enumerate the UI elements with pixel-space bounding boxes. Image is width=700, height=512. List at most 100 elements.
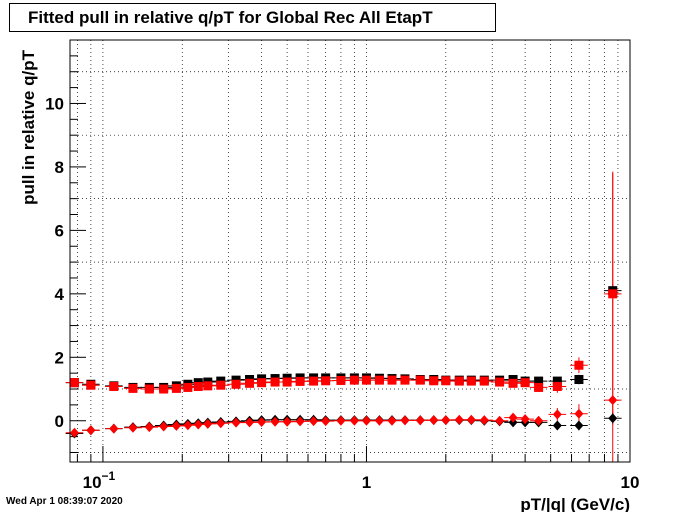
- y-tick-label: 0: [55, 412, 64, 431]
- data-point-diamond: [69, 427, 79, 438]
- data-point-square: [574, 375, 584, 385]
- data-point-square: [183, 382, 193, 392]
- data-point-square: [321, 376, 331, 386]
- data-point-square: [216, 380, 226, 390]
- data-point-diamond: [231, 417, 241, 428]
- data-point-diamond: [387, 415, 397, 426]
- data-point-diamond: [159, 421, 169, 432]
- data-point-square: [245, 378, 255, 388]
- data-point-diamond: [321, 416, 331, 427]
- data-point-square: [109, 381, 119, 391]
- y-tick-label: 10: [45, 94, 64, 113]
- data-point-square: [574, 360, 584, 370]
- data-point-diamond: [608, 395, 618, 406]
- data-point-diamond: [216, 418, 226, 429]
- data-point-square: [387, 375, 397, 385]
- data-point-square: [508, 378, 518, 388]
- data-point-diamond: [86, 425, 96, 436]
- data-point-square: [203, 381, 213, 391]
- data-point-square: [479, 376, 489, 386]
- timestamp: Wed Apr 1 08:39:07 2020: [6, 496, 123, 507]
- data-point-diamond: [109, 423, 119, 434]
- data-point-diamond: [374, 415, 384, 426]
- data-point-square: [361, 375, 371, 385]
- data-point-diamond: [495, 415, 505, 426]
- x-tick-label: 10−1: [83, 469, 116, 492]
- data-point-square: [282, 377, 292, 387]
- grid-lines: [70, 40, 630, 462]
- data-point-diamond: [466, 414, 476, 425]
- data-point-diamond: [400, 415, 410, 426]
- data-point-square: [534, 376, 544, 386]
- data-point-diamond: [552, 420, 562, 431]
- data-point-diamond: [520, 414, 530, 425]
- data-point-diamond: [257, 417, 267, 428]
- data-point-square: [534, 382, 544, 392]
- data-point-diamond: [193, 419, 203, 430]
- data-point-diamond: [429, 415, 439, 426]
- data-point-diamond: [183, 420, 193, 431]
- data-point-square: [454, 376, 464, 386]
- data-point-square: [69, 378, 79, 388]
- y-tick-label: 4: [55, 285, 65, 304]
- data-point-diamond: [171, 420, 181, 431]
- data-point-square: [520, 378, 530, 388]
- data-point-diamond: [454, 414, 464, 425]
- data-point-diamond: [552, 409, 562, 420]
- data-point-square: [429, 376, 439, 386]
- data-point-diamond: [282, 416, 292, 427]
- data-point-diamond: [574, 408, 584, 419]
- plot-frame: [69, 39, 631, 463]
- data-point-square: [231, 379, 241, 389]
- data-point-square: [193, 381, 203, 391]
- data-point-square: [128, 383, 138, 393]
- data-point-square: [466, 376, 476, 386]
- data-point-square: [552, 381, 562, 391]
- data-point-diamond: [309, 416, 319, 427]
- data-point-square: [86, 380, 96, 390]
- x-tick-label: 1: [362, 473, 371, 492]
- data-point-diamond: [270, 416, 280, 427]
- data-point-diamond: [574, 420, 584, 431]
- data-point-diamond: [336, 415, 346, 426]
- axis-ticks: [70, 39, 631, 462]
- data-point-diamond: [479, 415, 489, 426]
- data-point-square: [608, 289, 618, 299]
- data-point-diamond: [144, 422, 154, 433]
- data-point-square: [159, 384, 169, 394]
- data-point-diamond: [508, 412, 518, 423]
- data-point-diamond: [441, 415, 451, 426]
- data-point-diamond: [349, 415, 359, 426]
- data-point-diamond: [361, 415, 371, 426]
- data-point-diamond: [128, 422, 138, 433]
- y-tick-labels: 0 2 4 6 8 10: [45, 94, 64, 430]
- data-point-diamond: [295, 416, 305, 427]
- chart-title: Fitted pull in relative q/pT for Global …: [9, 3, 496, 32]
- data-point-square: [374, 375, 384, 385]
- data-point-square: [257, 378, 267, 388]
- data-point-square: [400, 375, 410, 385]
- x-tick-label: 10: [621, 473, 640, 492]
- y-axis-label: pull in relative q/pT: [19, 49, 38, 205]
- x-tick-labels: 10−1 1 10: [83, 469, 640, 492]
- data-point-diamond: [415, 415, 425, 426]
- data-point-square: [270, 377, 280, 387]
- data-point-diamond: [245, 417, 255, 428]
- data-point-square: [495, 377, 505, 387]
- data-point-square: [349, 375, 359, 385]
- y-tick-label: 2: [55, 348, 64, 367]
- data-point-square: [295, 376, 305, 386]
- y-tick-label: 8: [55, 158, 64, 177]
- data-point-square: [309, 376, 319, 386]
- data-point-square: [144, 384, 154, 394]
- data-point-diamond: [534, 415, 544, 426]
- data-point-square: [171, 383, 181, 393]
- data-point-diamond: [203, 418, 213, 429]
- data-point-square: [552, 376, 562, 386]
- data-point-square: [415, 375, 425, 385]
- data-point-diamond: [608, 413, 618, 424]
- data-markers: [69, 286, 618, 439]
- data-point-square: [336, 375, 346, 385]
- data-point-square: [441, 376, 451, 386]
